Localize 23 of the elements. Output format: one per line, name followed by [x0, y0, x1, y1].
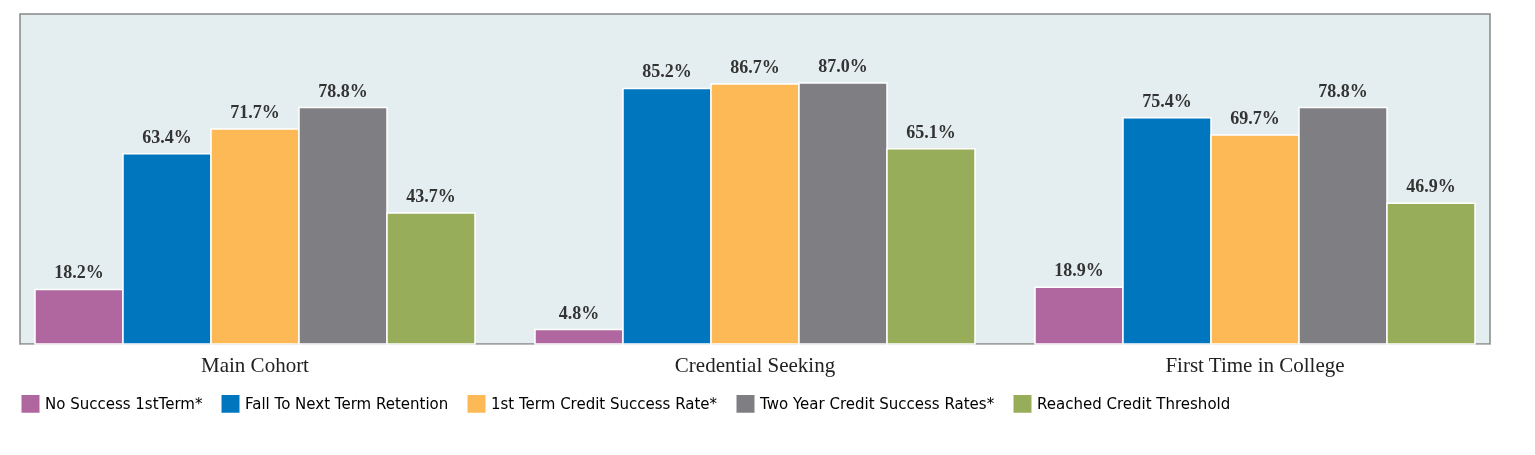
data-label: 78.8% [1318, 80, 1368, 101]
data-label: 71.7% [230, 101, 280, 122]
legend-label: 1st Term Credit Success Rate* [491, 394, 718, 413]
x-tick-label: Credential Seeking [674, 352, 836, 377]
data-label: 65.1% [906, 121, 956, 142]
data-label: 87.0% [818, 56, 868, 76]
data-label: 85.2% [642, 61, 692, 82]
legend-label: Reached Credit Threshold [1037, 394, 1231, 413]
legend-label: Fall To Next Term Retention [245, 394, 449, 413]
data-label: 18.2% [54, 262, 104, 283]
data-label: 4.8% [558, 302, 600, 323]
data-label: 46.9% [1406, 176, 1456, 197]
data-label: 75.4% [1142, 90, 1192, 111]
data-label: 63.4% [142, 126, 192, 147]
data-label: 18.9% [1054, 260, 1104, 281]
x-tick-label: Main Cohort [201, 352, 310, 377]
legend-label: Two Year Credit Success Rates* [759, 394, 995, 413]
data-label: 69.7% [1230, 107, 1280, 128]
data-label: 78.8% [318, 80, 368, 101]
data-label: 43.7% [406, 185, 456, 206]
x-tick-label: First Time in College [1165, 352, 1345, 377]
legend-label: No Success 1stTerm* [45, 394, 203, 413]
data-label: 86.7% [730, 56, 780, 77]
